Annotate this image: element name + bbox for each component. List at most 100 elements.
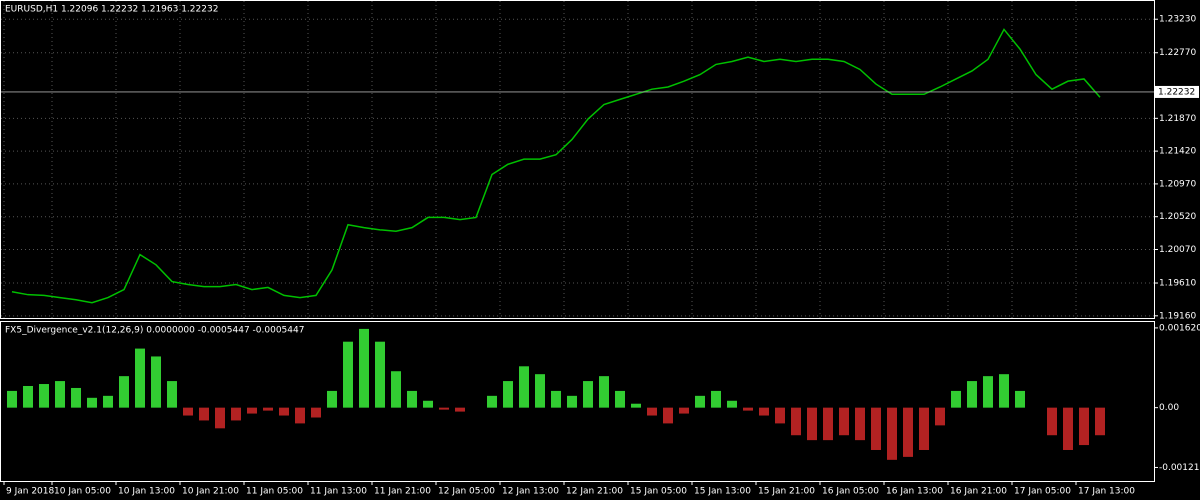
histogram-bar (343, 341, 353, 408)
price-panel-frame (0, 0, 1155, 319)
histogram-bar (647, 407, 657, 416)
histogram-bar (807, 407, 817, 441)
y-tick-label: 0.00 (1159, 403, 1179, 413)
x-tick-label: 11 Jan 13:00 (310, 487, 367, 497)
price-line (11, 28, 1101, 304)
x-tick-label: 17 Jan 05:00 (1014, 487, 1071, 497)
y-tick-label: 1.21870 (1159, 114, 1196, 124)
histogram-bar (551, 390, 561, 408)
histogram-bar (935, 407, 945, 426)
y-tick-label: 1.19160 (1159, 311, 1196, 321)
histogram-bar (1095, 407, 1105, 436)
histogram-bar (791, 407, 801, 436)
histogram-bar (679, 407, 689, 414)
histogram-bar (23, 385, 33, 408)
x-tick-label: 12 Jan 05:00 (438, 487, 495, 497)
x-tick-label: 11 Jan 05:00 (246, 487, 303, 497)
histogram-bar (359, 328, 369, 408)
histogram-bar (439, 407, 449, 410)
histogram-bar (407, 390, 417, 408)
histogram-bar (199, 407, 209, 421)
x-tick-label: 17 Jan 13:00 (1078, 487, 1135, 497)
histogram-bar (983, 376, 993, 408)
histogram-bar (119, 376, 129, 408)
y-tick-label: 1.20070 (1159, 245, 1196, 255)
histogram-bar (487, 395, 497, 408)
histogram-bar (135, 348, 145, 408)
histogram-bar (55, 381, 65, 408)
histogram-bar (1079, 407, 1089, 446)
histogram-bar (919, 407, 929, 450)
histogram-bar (87, 397, 97, 408)
histogram-bar (263, 407, 273, 411)
histogram-bar (535, 374, 545, 408)
histogram-bar (311, 407, 321, 418)
histogram-bar (887, 407, 897, 460)
x-tick-label: 16 Jan 21:00 (950, 487, 1007, 497)
histogram-bar (743, 407, 753, 411)
x-tick-label: 9 Jan 2018 (6, 487, 54, 497)
histogram-bar (583, 381, 593, 408)
y-tick-label: 1.21420 (1159, 147, 1196, 157)
histogram-bar (1063, 407, 1073, 450)
histogram-bar (775, 407, 785, 424)
y-tick-label: -0.001215 (1159, 463, 1200, 473)
histogram-bar (39, 384, 49, 408)
histogram-bar (247, 407, 257, 414)
histogram-bar (167, 381, 177, 408)
x-tick-label: 15 Jan 21:00 (758, 487, 815, 497)
histogram-bar (695, 395, 705, 408)
histogram-bar (759, 407, 769, 416)
histogram-bar (999, 374, 1009, 408)
histogram-bar (215, 407, 225, 429)
histogram-bar (615, 390, 625, 408)
histogram-bar (295, 407, 305, 424)
histogram-bar (519, 366, 529, 408)
x-tick-label: 15 Jan 05:00 (630, 487, 687, 497)
histogram-bar (423, 400, 433, 408)
x-tick-label: 16 Jan 13:00 (886, 487, 943, 497)
indicator-panel-frame (0, 321, 1155, 482)
current-price-label: 1.22232 (1158, 87, 1195, 97)
histogram-bar (599, 376, 609, 408)
histogram-bar (567, 395, 577, 408)
histogram-bar (279, 407, 289, 416)
histogram-bar (151, 356, 161, 408)
price-title: EURUSD,H1 1.22096 1.22232 1.21963 1.2223… (5, 5, 218, 15)
histogram-bar (375, 341, 385, 408)
histogram-bar (951, 390, 961, 408)
histogram-bar (711, 390, 721, 408)
x-tick-label: 11 Jan 21:00 (374, 487, 431, 497)
histogram-bar (903, 407, 913, 457)
histogram-bar (7, 390, 17, 408)
y-tick-label: 1.20520 (1159, 212, 1196, 222)
x-tick-label: 10 Jan 21:00 (182, 487, 239, 497)
histogram-bar (631, 403, 641, 408)
indicator-title: FX5_Divergence_v2.1(12,26,9) 0.0000000 -… (5, 326, 304, 336)
histogram-bar (183, 407, 193, 416)
x-tick-label: 12 Jan 13:00 (502, 487, 559, 497)
histogram-bar (327, 390, 337, 408)
y-tick-label: 1.22770 (1159, 48, 1196, 58)
histogram-bar (727, 400, 737, 408)
histogram-bar (71, 387, 81, 408)
histogram-bar (503, 381, 513, 408)
y-tick-label: 1.23230 (1159, 15, 1196, 25)
y-tick-label: 1.19610 (1159, 279, 1196, 289)
histogram-bar (855, 407, 865, 441)
histogram-bar (391, 371, 401, 408)
x-tick-label: 10 Jan 13:00 (118, 487, 175, 497)
current-price-box (1155, 85, 1199, 98)
x-tick-label: 12 Jan 21:00 (566, 487, 623, 497)
histogram-bar (871, 407, 881, 450)
histogram-bar (823, 407, 833, 441)
histogram-bar (455, 407, 465, 412)
histogram-bar (103, 395, 113, 408)
x-tick-label: 15 Jan 13:00 (694, 487, 751, 497)
histogram-bar (967, 381, 977, 408)
y-tick-label: 1.20970 (1159, 179, 1196, 189)
histogram-bar (839, 407, 849, 436)
y-tick-label: 0.001620 (1159, 323, 1200, 333)
histogram-bar (231, 407, 241, 421)
